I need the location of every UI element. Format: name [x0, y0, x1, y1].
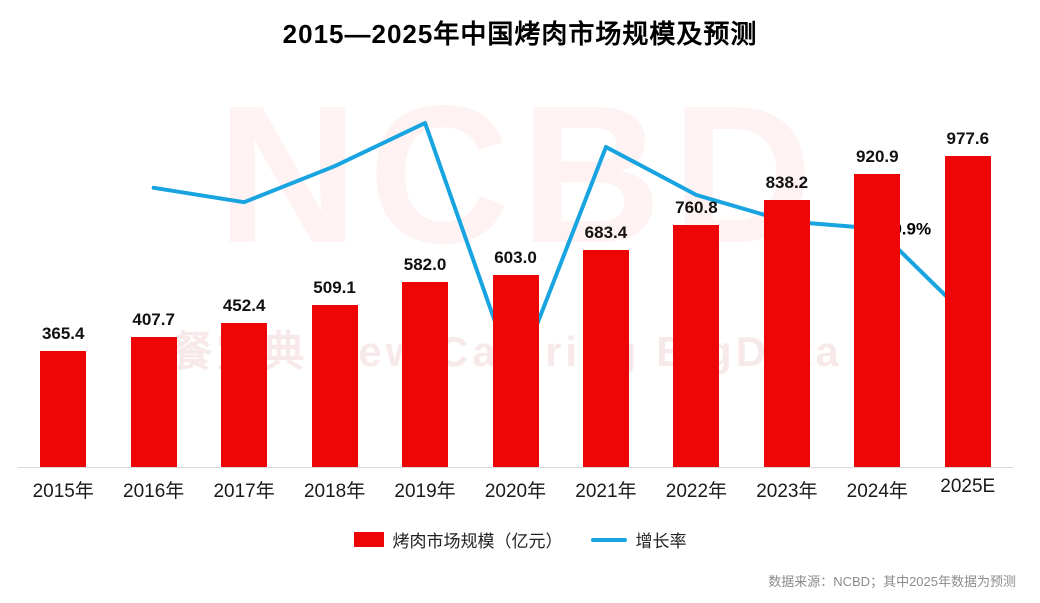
growth-annotation-label: 9.9% [892, 220, 931, 239]
legend-label-line: 增长率 [635, 532, 687, 551]
bar-2018年 [311, 305, 358, 467]
line-swatch-icon [590, 537, 627, 542]
x-axis-label: 2019年 [394, 481, 456, 502]
chart-title: 2015—2025年中国烤肉市场规模及预测 [282, 19, 758, 49]
x-axis-label: 2023年 [756, 481, 818, 502]
source-note: 数据来源：NCBD；其中2025年数据为预测 [768, 574, 1016, 589]
bar-value-label: 838.2 [765, 173, 809, 193]
legend-item-line: 增长率 [590, 527, 687, 552]
plot-area: 9.9% 365.4 407.7 452.4 509.1 582.0 603.0 683.4… [18, 57, 1013, 468]
bar-value-label: 920.9 [856, 147, 899, 167]
bar-value-label: 582.0 [403, 254, 447, 274]
bar-value-label: 760.8 [675, 197, 718, 217]
bar-value-label: 365.4 [41, 323, 85, 343]
bar-value-label: 509.1 [313, 278, 356, 298]
x-axis-label: 2016年 [123, 481, 185, 502]
bar-swatch-icon [353, 532, 384, 547]
x-axis-label: 2018年 [303, 481, 366, 502]
bar-value-label: 977.6 [946, 129, 990, 148]
bar-2020年 [492, 275, 539, 467]
bar-2019年 [402, 281, 449, 467]
x-axis-label: 2021年 [575, 481, 637, 502]
bar-2024年 [854, 174, 901, 467]
bar-2017年 [221, 323, 268, 467]
growth-rate-line [151, 121, 970, 382]
x-axis-label: 2024年 [846, 481, 908, 502]
legend-item-bar: 烤肉市场规模（亿元） [353, 527, 563, 552]
bar-2021年 [582, 249, 629, 467]
x-axis-label: 2015年 [32, 481, 94, 502]
legend-label-bar: 烤肉市场规模（亿元） [392, 532, 563, 551]
bar-2022年 [673, 224, 720, 467]
bar-2025E [944, 156, 991, 467]
x-axis-label: 2022年 [665, 481, 728, 502]
bar-2016年 [130, 337, 177, 467]
bar-value-label: 407.7 [132, 310, 175, 330]
bar-2015年 [40, 350, 87, 467]
bar-value-label: 683.4 [584, 222, 628, 242]
bar-2023年 [763, 200, 810, 467]
legend: 烤肉市场规模（亿元） 增长率 [0, 527, 1040, 552]
x-axis-label: 2020年 [484, 481, 547, 502]
bar-value-label: 603.0 [494, 248, 537, 268]
x-axis-label: 2017年 [213, 481, 275, 502]
bar-value-label: 452.4 [222, 296, 266, 316]
x-axis: 2015年 2016年 2017年 2018年 2019年 2020年 2021年 2022年… [18, 476, 1013, 503]
x-axis-label: 2025E [940, 476, 996, 497]
